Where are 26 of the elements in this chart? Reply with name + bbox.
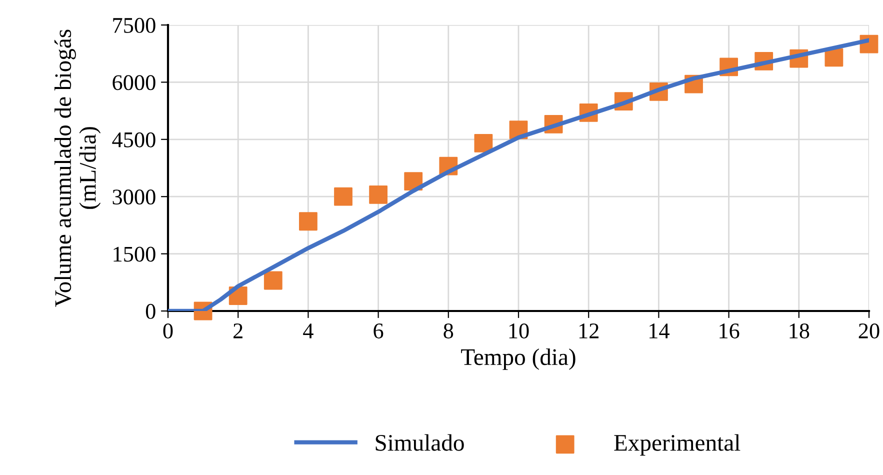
legend-label: Simulado xyxy=(376,434,464,451)
y-tick-label: 0 xyxy=(146,304,156,319)
x-tick-label: 14 xyxy=(650,324,670,338)
x-tick-label: 10 xyxy=(509,323,529,338)
x-tick-label: 18 xyxy=(790,323,810,338)
y-tick-label: 6000 xyxy=(112,75,156,90)
legend-label: Experimental xyxy=(614,434,740,456)
y-tick-label: 4500 xyxy=(112,132,156,148)
x-tick-label: 12 xyxy=(579,324,598,338)
x-tick-label: 0 xyxy=(163,323,173,338)
x-tick-label: 6 xyxy=(374,324,384,338)
x-tick-label: 16 xyxy=(720,324,740,338)
point xyxy=(299,212,318,231)
x-tick-label: 4 xyxy=(303,324,314,338)
x-tick-label: 20 xyxy=(858,323,880,338)
x-tick-label: 8 xyxy=(444,323,454,338)
point xyxy=(369,185,388,204)
point xyxy=(474,134,493,152)
y-tick-label: 3000 xyxy=(112,190,156,205)
x-axis-title: Tempo (dia) xyxy=(461,348,576,370)
y-axis-title: Volume acumulado de biogás (mL/dia) xyxy=(54,30,101,307)
point xyxy=(334,187,352,206)
x-tick-label: 2 xyxy=(234,324,242,338)
y-tick-label: 7500 xyxy=(113,18,156,33)
y-tick-label: 1500 xyxy=(114,246,156,262)
point xyxy=(264,271,282,290)
